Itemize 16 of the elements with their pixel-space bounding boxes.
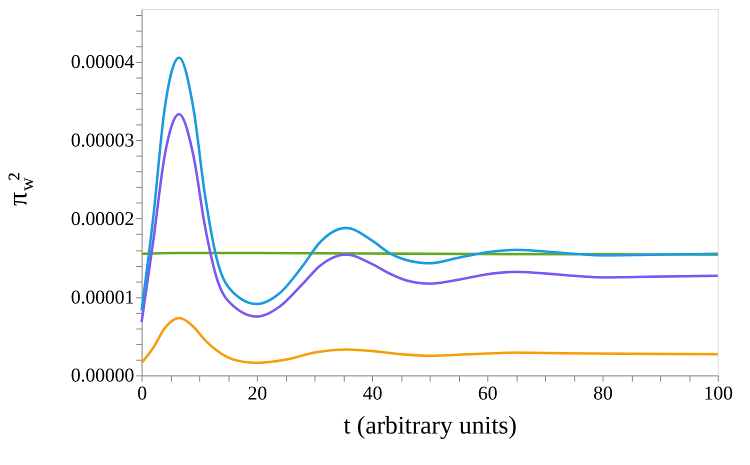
- x-tick-label: 0: [137, 383, 148, 404]
- y-tick-label: 0.00001: [70, 287, 134, 308]
- x-axis-title: t (arbitrary units): [344, 411, 517, 440]
- line-series: [140, 56, 720, 312]
- line-series: [140, 316, 720, 364]
- x-tick-label: 40: [362, 383, 383, 404]
- y-tick-label: 0.00000: [70, 366, 135, 387]
- x-tick-label: 80: [593, 383, 614, 404]
- x-tick-label: 100: [704, 383, 734, 404]
- x-tick-label: 60: [478, 383, 498, 404]
- y-tick-label: 0.00004: [70, 52, 135, 74]
- x-tick-label: 20: [248, 383, 268, 404]
- y-axis-title: πw²: [2, 172, 38, 206]
- y-tick-label: 0.00002: [70, 208, 134, 230]
- y-tick-label: 0.00003: [70, 130, 134, 152]
- line-series: [140, 112, 720, 324]
